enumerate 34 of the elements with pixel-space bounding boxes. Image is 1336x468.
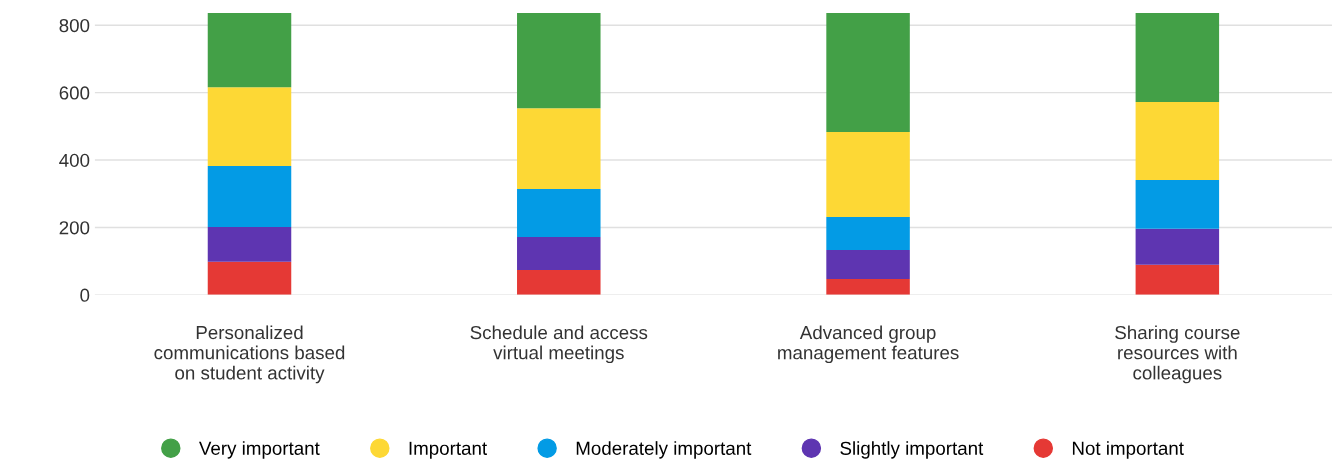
x-tick-label: Schedule and access virtual meetings: [470, 325, 648, 364]
bar: [517, 13, 601, 109]
y-tick-label: 600: [59, 86, 90, 100]
bar: [826, 250, 910, 279]
bar: [826, 279, 910, 295]
bar: [517, 269, 601, 295]
bar: [1135, 179, 1220, 229]
bar: [826, 132, 910, 217]
bar: [826, 216, 910, 251]
bar: [1135, 102, 1220, 180]
bar: [517, 189, 601, 237]
bar: [207, 87, 292, 167]
bar: [207, 261, 292, 295]
bar: [207, 227, 292, 262]
x-tick-label: Advanced group management features: [778, 325, 959, 364]
bar: [1135, 13, 1220, 103]
bar: [826, 13, 910, 133]
legend-label: Very important: [199, 441, 320, 459]
x-tick-label: Sharing course resources with colleagues: [1115, 325, 1240, 384]
legend-label: Not important: [1072, 441, 1184, 459]
bar: [1135, 264, 1220, 295]
bar: [207, 166, 292, 228]
y-tick-label: 0: [80, 288, 90, 302]
bar: [1135, 228, 1220, 265]
y-tick-label: 400: [59, 153, 90, 168]
legend-label: Moderately important: [576, 441, 752, 459]
y-tick-label: 200: [59, 221, 90, 235]
bar: [207, 13, 292, 88]
x-tick-label: Personalized communications based on student activity: [154, 325, 345, 384]
legend-label: Important: [409, 441, 487, 459]
bar: [517, 108, 601, 190]
legend-label: Slightly important: [840, 441, 984, 459]
bar: [517, 236, 601, 270]
y-tick-label: 800: [59, 18, 90, 33]
